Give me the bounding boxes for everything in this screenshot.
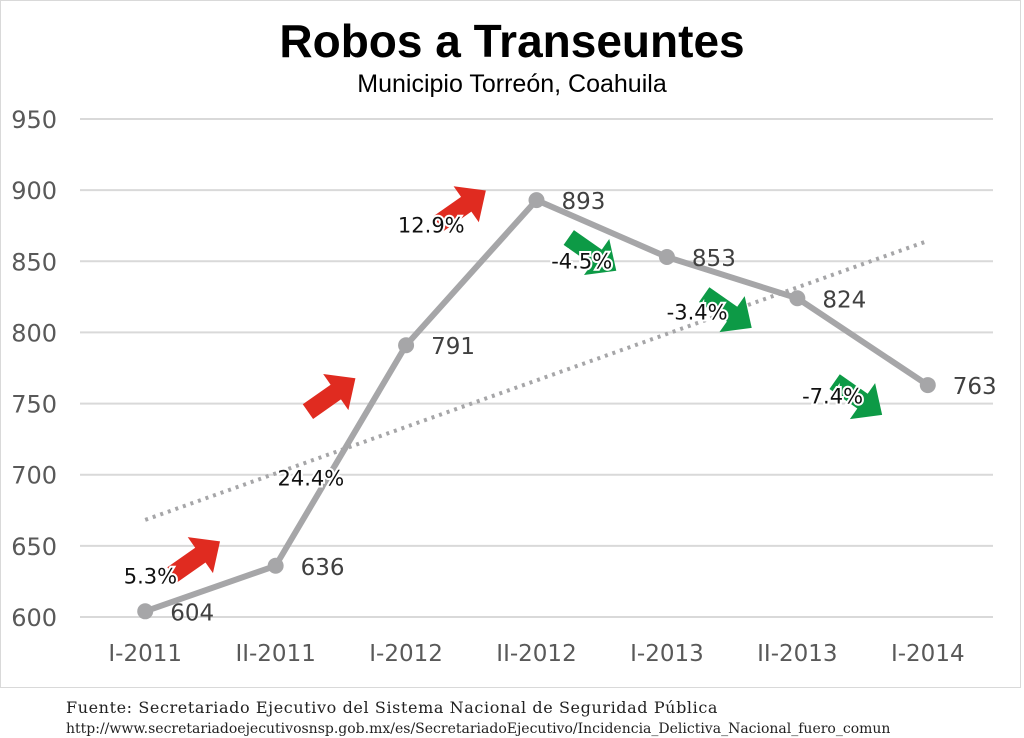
increase-arrow-icon (167, 537, 221, 582)
data-label: 824 (822, 287, 866, 313)
data-label: 791 (431, 334, 475, 360)
chart-frame (0, 0, 1021, 688)
decrease-arrow-icon (829, 374, 883, 420)
data-label: 636 (301, 555, 345, 581)
change-label: 24.4% (277, 467, 344, 491)
data-point (528, 192, 545, 209)
data-label: 853 (692, 246, 736, 272)
change-label: -4.5% (551, 250, 612, 274)
change-label: -3.4% (667, 301, 728, 325)
line-chart: 600 650 700 750 800 850 900 950 I-2011 II-2011 I-2… (11, 106, 997, 667)
data-point (919, 377, 936, 394)
y-tick-label: 950 (11, 106, 57, 134)
data-point (658, 249, 675, 266)
x-tick-label: II-2012 (496, 641, 576, 667)
change-label: 12.9% (398, 214, 465, 238)
data-label: 604 (170, 600, 214, 626)
increase-arrow-icon (433, 186, 486, 232)
trendline (144, 239, 929, 522)
x-tick-label: II-2013 (757, 641, 837, 667)
x-tick-label: I-2012 (369, 641, 443, 667)
data-point (267, 557, 284, 574)
x-tick-label: I-2013 (630, 641, 704, 667)
y-tick-label: 650 (11, 533, 57, 561)
chart-subtitle: Municipio Torreón, Coahuila (357, 70, 667, 98)
y-tick-label: 800 (11, 319, 57, 347)
y-tick-label: 900 (11, 177, 57, 205)
increase-arrow-icon (302, 374, 356, 419)
source-note: Fuente: Secretariado Ejecutivo del Siste… (66, 698, 719, 717)
y-tick-label: 700 (11, 462, 57, 490)
data-point (789, 290, 806, 307)
data-point (398, 337, 415, 354)
data-label: 893 (562, 189, 606, 215)
chart-title: Robos a Transeuntes (279, 15, 745, 67)
decrease-arrow-icon (563, 230, 617, 276)
decrease-arrow-icon (699, 287, 752, 333)
x-tick-label: I-2011 (108, 641, 182, 667)
source-url: http://www.secretariadoejecutivosnsp.gob… (66, 721, 891, 737)
y-tick-label: 850 (11, 248, 57, 276)
y-tick-label: 750 (11, 391, 57, 419)
change-label: -7.4% (802, 385, 863, 409)
data-point (137, 603, 154, 620)
x-tick-label: II-2011 (235, 641, 315, 667)
x-tick-label: I-2014 (891, 641, 965, 667)
y-tick-label: 600 (11, 604, 57, 632)
change-label: 5.3% (124, 565, 177, 589)
data-label: 763 (953, 374, 997, 400)
